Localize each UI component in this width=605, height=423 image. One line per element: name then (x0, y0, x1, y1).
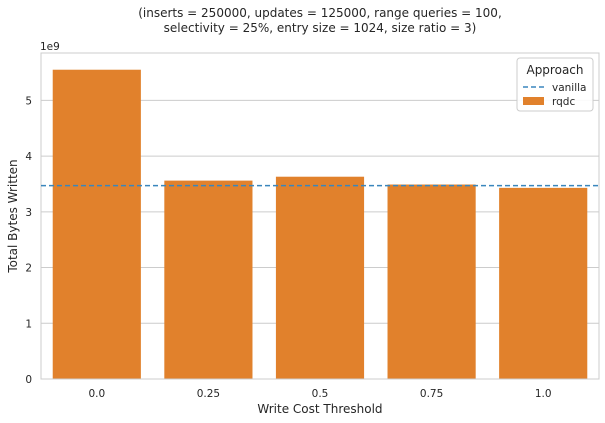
y-tick-label-4: 4 (25, 151, 32, 163)
y-tick-label-3: 3 (25, 207, 32, 219)
legend-title: Approach (526, 63, 583, 77)
legend-swatch-rqdc (523, 97, 544, 105)
bar-rqdc-1 (164, 180, 253, 379)
legend-label-rqdc: rqdc (552, 96, 575, 108)
y-tick-label-1: 1 (25, 318, 32, 330)
x-axis-label: Write Cost Threshold (257, 402, 382, 416)
chart-title-line-2: selectivity = 25%, entry size = 1024, si… (164, 21, 477, 35)
x-tick-label-3: 0.75 (420, 388, 443, 400)
bar-rqdc-4 (499, 187, 588, 379)
plot-area: 0 1 2 3 4 5 0.0 0.25 0.5 0.75 1.0 (25, 52, 600, 400)
y-tick-label-5: 5 (25, 95, 32, 107)
y-axis-label: Total Bytes Written (6, 159, 20, 273)
plot-frame (40, 52, 600, 380)
x-tick-label-0: 0.0 (88, 388, 105, 400)
x-tick-label-4: 1.0 (535, 388, 552, 400)
legend-label-vanilla: vanilla (552, 82, 587, 94)
legend: Approach vanilla rqdc (516, 57, 594, 112)
x-tick-label-1: 0.25 (197, 388, 220, 400)
bar-rqdc-2 (275, 176, 365, 379)
y-tick-label-0: 0 (25, 374, 32, 386)
y-tick-label-2: 2 (25, 263, 32, 275)
bar-rqdc-3 (387, 184, 476, 379)
bar-rqdc-0 (52, 69, 141, 379)
chart-title-line-1: (inserts = 250000, updates = 125000, ran… (138, 6, 502, 20)
x-tick-label-2: 0.5 (312, 388, 329, 400)
y-scale-label: 1e9 (40, 41, 60, 53)
